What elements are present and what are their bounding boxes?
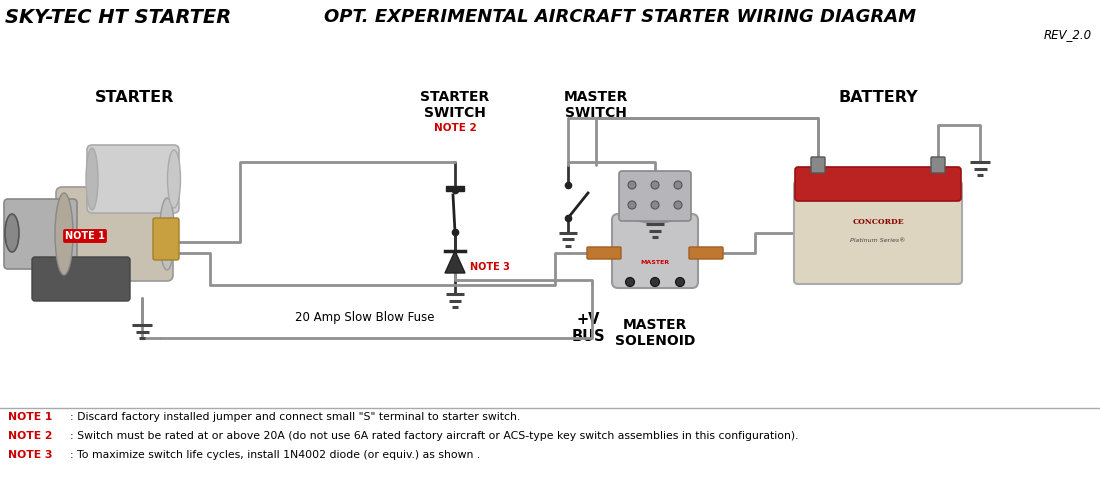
Text: CONCORDE: CONCORDE [852, 218, 904, 226]
Bar [446, 185, 464, 191]
FancyBboxPatch shape [619, 171, 691, 221]
Text: NOTE 2: NOTE 2 [433, 123, 476, 133]
Text: STARTER: STARTER [96, 91, 175, 106]
FancyBboxPatch shape [153, 218, 179, 260]
Text: BATTERY: BATTERY [838, 91, 917, 106]
Text: 20 Amp Slow Blow Fuse: 20 Amp Slow Blow Fuse [295, 312, 434, 324]
Polygon shape [446, 251, 465, 273]
Ellipse shape [167, 150, 180, 208]
Ellipse shape [86, 148, 98, 210]
Ellipse shape [160, 198, 175, 270]
FancyBboxPatch shape [795, 167, 961, 201]
Text: OPT. EXPERIMENTAL AIRCRAFT STARTER WIRING DIAGRAM: OPT. EXPERIMENTAL AIRCRAFT STARTER WIRIN… [324, 8, 916, 26]
Ellipse shape [627, 201, 682, 223]
Circle shape [650, 277, 660, 287]
Text: NOTE 1: NOTE 1 [65, 231, 104, 241]
Text: : Discard factory installed jumper and connect small "S" terminal to starter swi: : Discard factory installed jumper and c… [70, 412, 520, 422]
Circle shape [628, 201, 636, 209]
Text: NOTE 3: NOTE 3 [8, 450, 53, 460]
Text: MASTER: MASTER [640, 260, 670, 264]
Text: NOTE 1: NOTE 1 [8, 412, 53, 422]
FancyBboxPatch shape [587, 247, 621, 259]
Ellipse shape [6, 214, 19, 252]
FancyBboxPatch shape [931, 157, 945, 173]
FancyBboxPatch shape [32, 257, 130, 301]
Circle shape [628, 181, 636, 189]
Text: NOTE 2: NOTE 2 [8, 431, 53, 441]
Text: MASTER
SWITCH: MASTER SWITCH [564, 90, 628, 120]
Ellipse shape [55, 193, 73, 275]
Text: SKY-TEC HT STARTER: SKY-TEC HT STARTER [6, 8, 231, 27]
FancyBboxPatch shape [4, 199, 77, 269]
FancyBboxPatch shape [794, 181, 962, 284]
Text: : To maximize switch life cycles, install 1N4002 diode (or equiv.) as shown .: : To maximize switch life cycles, instal… [70, 450, 481, 460]
Text: MASTER
SOLENOID: MASTER SOLENOID [615, 318, 695, 348]
Circle shape [674, 201, 682, 209]
Circle shape [675, 277, 684, 287]
Circle shape [626, 277, 635, 287]
Text: NOTE 3: NOTE 3 [470, 262, 510, 272]
FancyBboxPatch shape [87, 145, 179, 213]
FancyBboxPatch shape [56, 187, 173, 281]
Circle shape [651, 181, 659, 189]
Circle shape [674, 181, 682, 189]
FancyBboxPatch shape [689, 247, 723, 259]
Text: STARTER
SWITCH: STARTER SWITCH [420, 90, 490, 120]
Text: : Switch must be rated at or above 20A (do not use 6A rated factory aircraft or : : Switch must be rated at or above 20A (… [70, 431, 799, 441]
Text: REV_2.0: REV_2.0 [1044, 28, 1092, 41]
Text: Platinum Series®: Platinum Series® [850, 238, 905, 242]
FancyBboxPatch shape [612, 214, 698, 288]
Circle shape [651, 201, 659, 209]
FancyBboxPatch shape [811, 157, 825, 173]
Text: +V
BUS: +V BUS [571, 312, 605, 345]
